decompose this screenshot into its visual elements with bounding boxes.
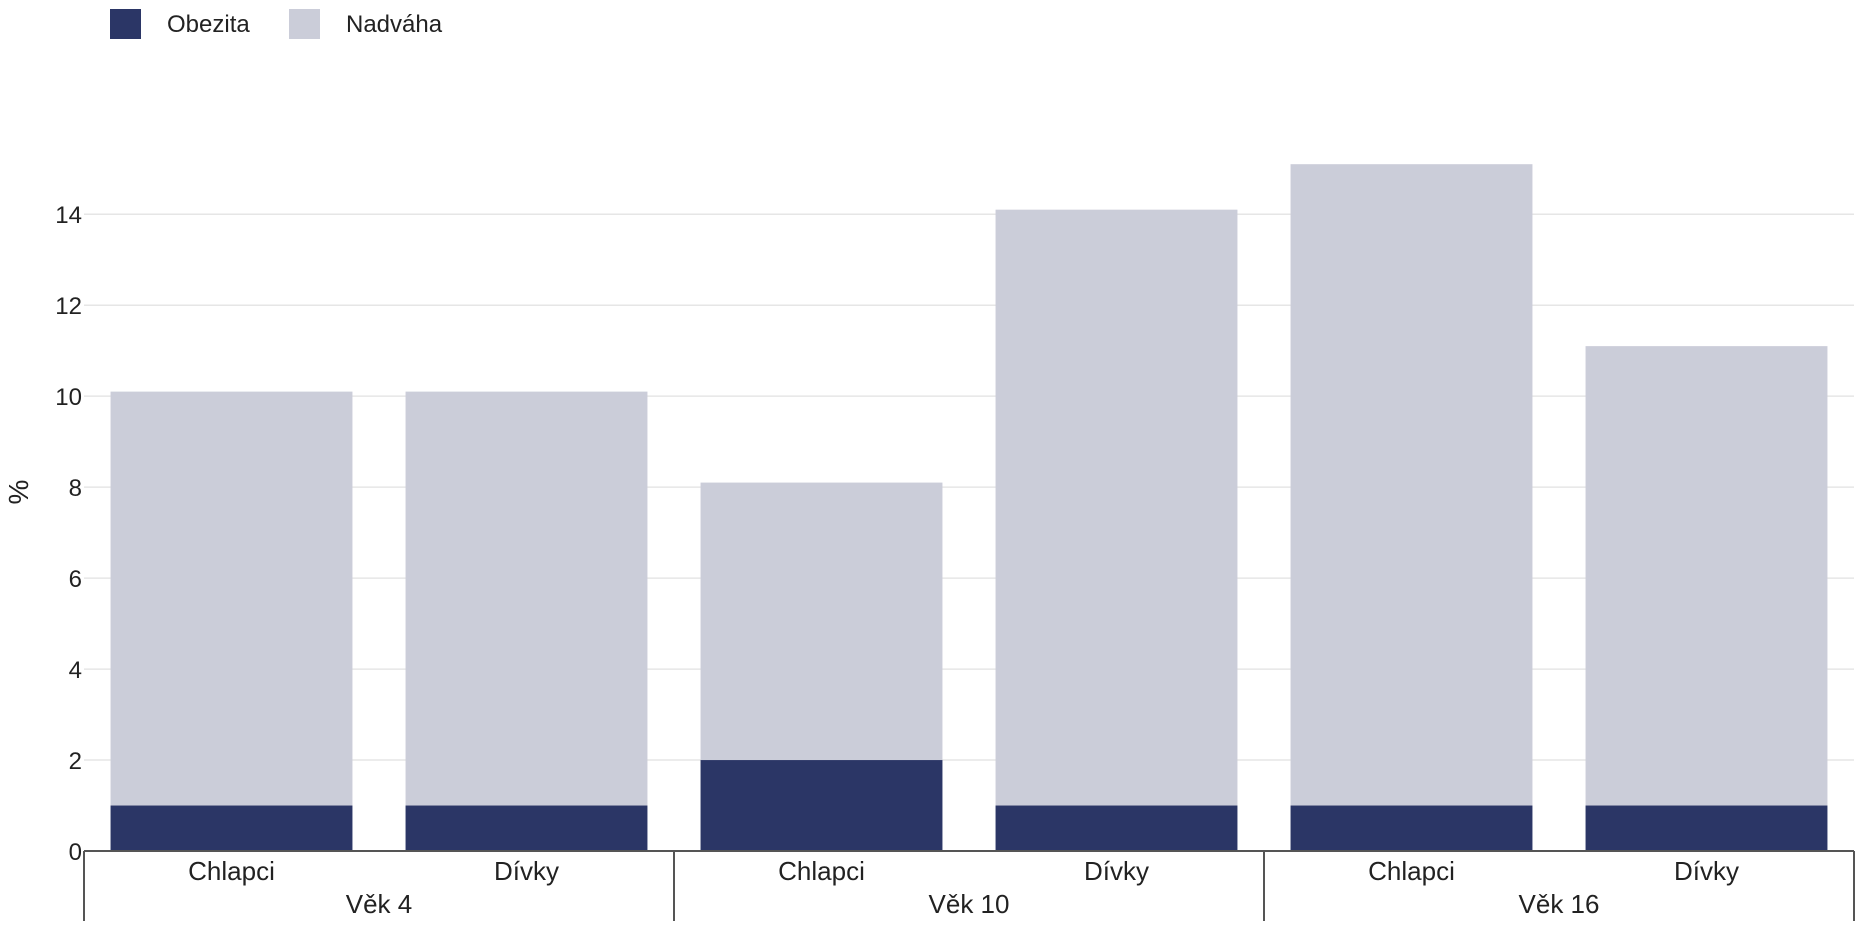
y-tick-label-1: 2 xyxy=(69,748,82,775)
x-tick-label-2: Chlapci xyxy=(778,856,865,886)
bar-obezita-5 xyxy=(1585,805,1828,851)
y-tick-label-0: 0 xyxy=(69,839,82,866)
bar-obezita-4 xyxy=(1290,805,1533,851)
x-tick-label-3: Dívky xyxy=(1084,856,1149,886)
y-tick-label-6: 12 xyxy=(55,293,82,320)
x-tick-label-5: Dívky xyxy=(1674,856,1739,886)
y-tick-label-4: 8 xyxy=(69,475,82,502)
bar-obezita-0 xyxy=(110,805,353,851)
group-label-2: Věk 16 xyxy=(1519,889,1600,919)
x-tick-label-0: Chlapci xyxy=(188,856,275,886)
y-tick-label-7: 14 xyxy=(55,202,82,229)
legend-swatch-0 xyxy=(110,9,141,39)
x-tick-label-4: Chlapci xyxy=(1368,856,1455,886)
y-tick-label-5: 10 xyxy=(55,384,82,411)
legend-swatch-1 xyxy=(289,9,320,39)
bar-nadváha-1 xyxy=(405,391,648,806)
bar-obezita-3 xyxy=(995,805,1238,851)
bar-nadváha-0 xyxy=(110,391,353,806)
bars xyxy=(110,164,1828,851)
legend: Obezita Nadváha xyxy=(110,9,443,39)
x-tick-label-1: Dívky xyxy=(494,856,559,886)
y-tick-label-2: 4 xyxy=(69,657,82,684)
bar-obezita-2 xyxy=(700,760,943,851)
bar-nadváha-5 xyxy=(1585,346,1828,806)
bar-nadváha-2 xyxy=(700,482,943,761)
bar-obezita-1 xyxy=(405,805,648,851)
group-label-1: Věk 10 xyxy=(929,889,1010,919)
y-tick-label-3: 6 xyxy=(69,566,82,593)
legend-label-1: Nadváha xyxy=(346,11,443,38)
bar-nadváha-3 xyxy=(995,209,1238,806)
y-axis-label: % xyxy=(3,480,34,505)
legend-label-0: Obezita xyxy=(167,11,250,38)
x-axis: Chlapci Dívky Chlapci Dívky Chlapci Dívky Věk … xyxy=(83,850,1855,921)
gridlines xyxy=(84,213,1854,761)
y-axis: 0 2 4 6 8 10 12 14% xyxy=(3,202,82,866)
group-label-0: Věk 4 xyxy=(346,889,413,919)
bar-nadváha-4 xyxy=(1290,164,1533,806)
